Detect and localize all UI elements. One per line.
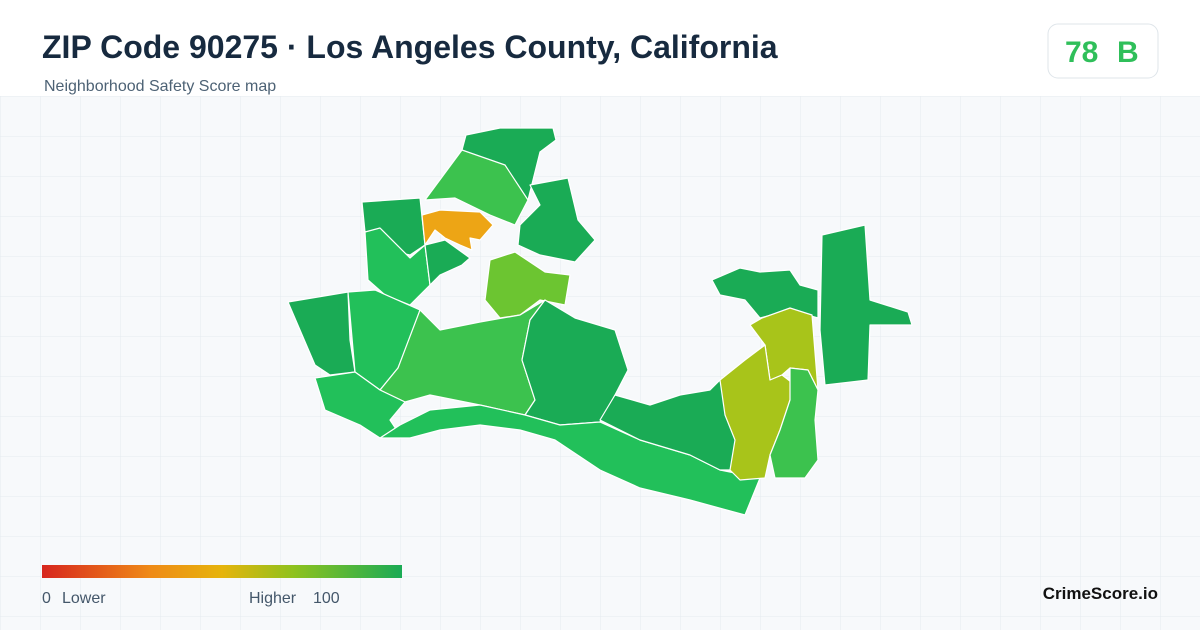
region: [424, 149, 529, 226]
title: ZIP Code 90275 · Los Angeles County, Cal…: [42, 29, 778, 65]
legend-min: 0: [42, 590, 51, 607]
region: [421, 209, 494, 251]
region: [314, 371, 406, 439]
legend-max: 100: [313, 590, 340, 607]
region: [484, 251, 571, 319]
score-value: 78: [1065, 36, 1098, 69]
subtitle: Neighborhood Safety Score map: [44, 78, 276, 95]
header-background: [0, 0, 1200, 96]
map: [287, 127, 913, 516]
legend-min-label: Lower: [62, 590, 106, 607]
legend-gradient: [42, 565, 402, 578]
region: [819, 224, 913, 386]
region: [769, 367, 819, 479]
region: [517, 177, 596, 263]
region: [711, 267, 819, 319]
score-grade: B: [1117, 36, 1139, 69]
score-badge: [1047, 23, 1159, 79]
region: [424, 239, 471, 286]
legend-max-label: Higher: [249, 590, 297, 607]
brand: CrimeScore.io: [1043, 584, 1158, 603]
